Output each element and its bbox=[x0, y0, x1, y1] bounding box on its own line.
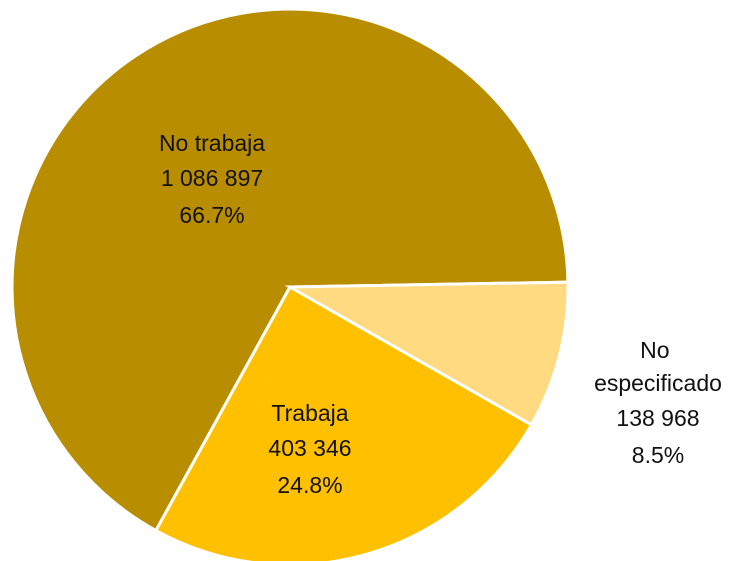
slice-value-label: 138 968 bbox=[616, 405, 699, 431]
slice-percent-label: 8.5% bbox=[632, 442, 684, 468]
slice-value-label: 1 086 897 bbox=[161, 165, 263, 191]
slice-label: No trabaja bbox=[159, 130, 265, 156]
slice-value-label: 403 346 bbox=[268, 435, 351, 461]
slice-label: Trabaja bbox=[271, 400, 348, 426]
slice-percent-label: 66.7% bbox=[179, 202, 244, 228]
slice-label: No especificado bbox=[594, 337, 722, 396]
pie-slice bbox=[284, 280, 570, 427]
slice-percent-label: 24.8% bbox=[277, 472, 342, 498]
pie-slice bbox=[153, 284, 534, 561]
pie-slice bbox=[10, 7, 570, 533]
